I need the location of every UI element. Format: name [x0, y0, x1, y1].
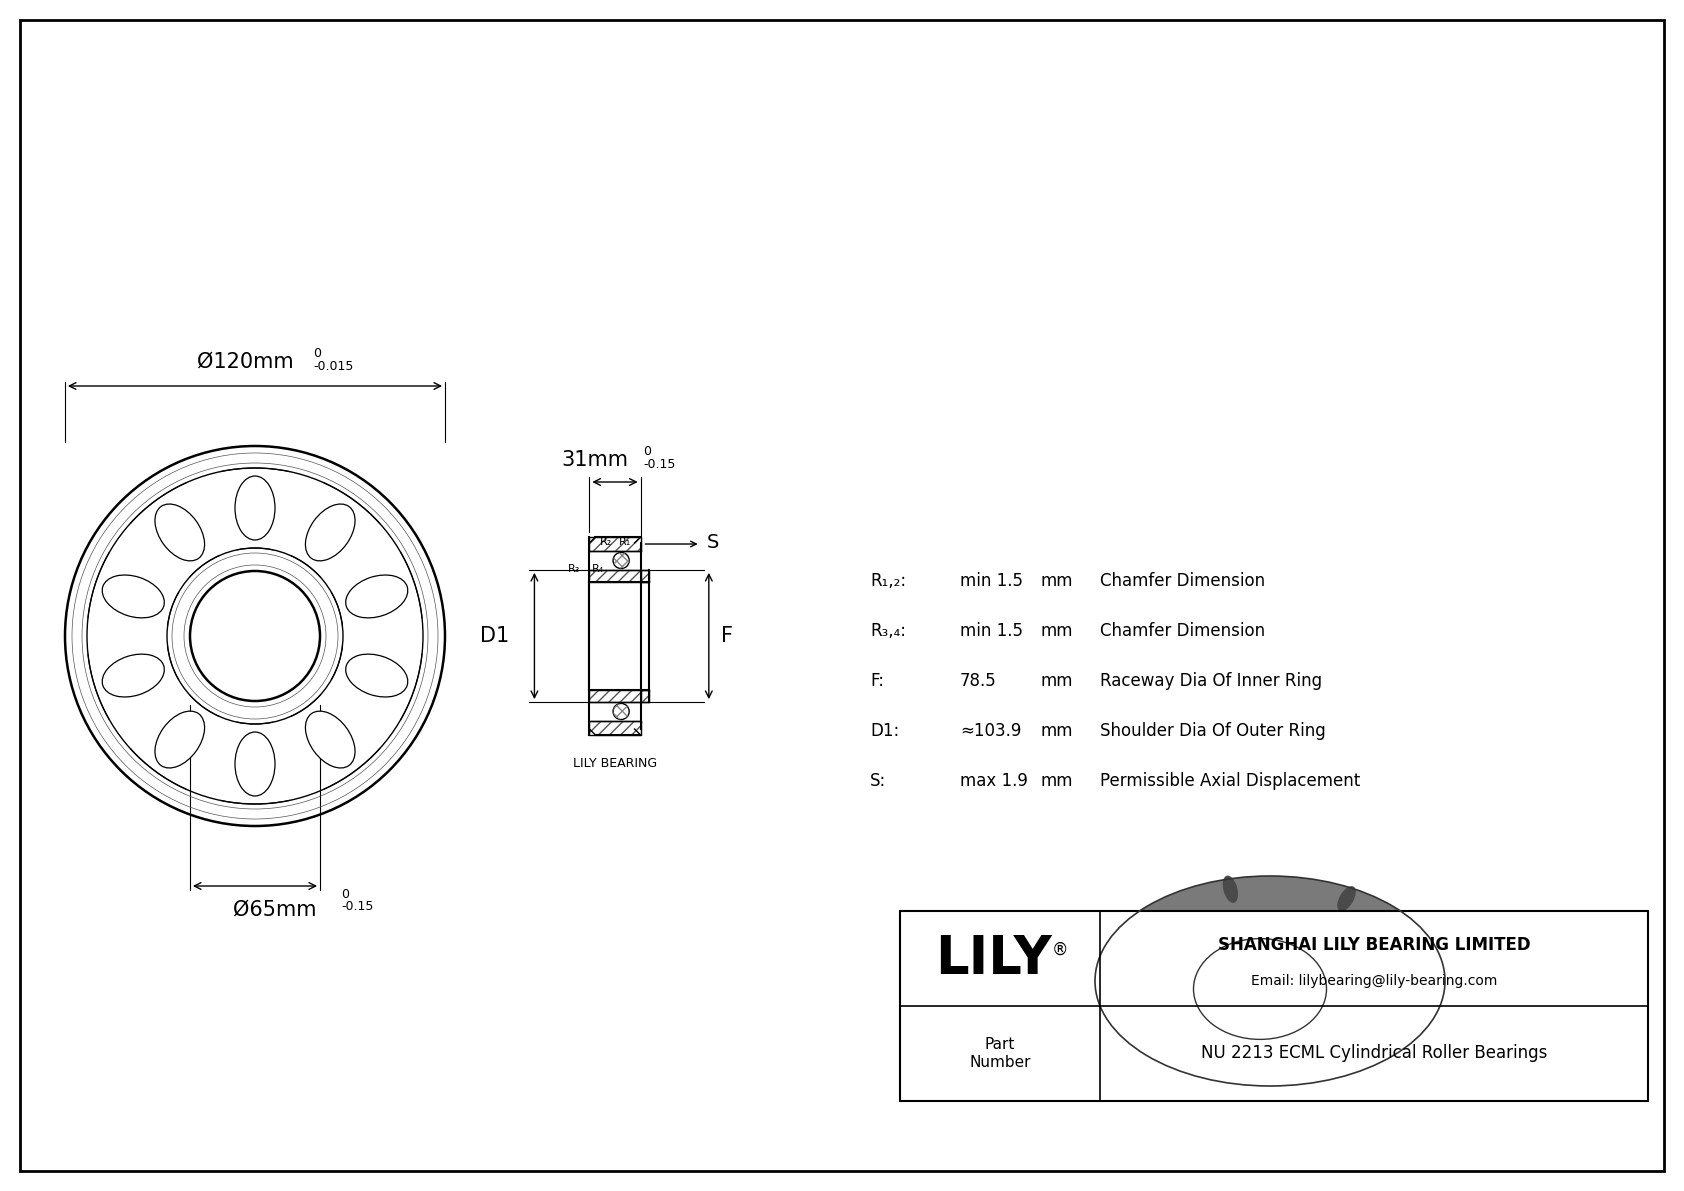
Ellipse shape — [236, 476, 274, 540]
Circle shape — [613, 704, 630, 719]
Bar — [589, 721, 640, 735]
Ellipse shape — [1125, 924, 1150, 943]
Text: ®: ® — [1052, 941, 1069, 959]
Ellipse shape — [305, 504, 355, 561]
Circle shape — [613, 553, 630, 568]
Ellipse shape — [345, 575, 408, 618]
Text: F:: F: — [871, 672, 884, 690]
Text: S: S — [707, 532, 719, 551]
Ellipse shape — [103, 575, 165, 618]
Bar — [640, 690, 648, 701]
Text: Shoulder Dia Of Outer Ring: Shoulder Dia Of Outer Ring — [1100, 722, 1325, 740]
Bar — [589, 537, 640, 551]
Ellipse shape — [1095, 877, 1445, 1086]
Text: Email: lilybearing@lily-bearing.com: Email: lilybearing@lily-bearing.com — [1251, 974, 1497, 989]
Text: 78.5: 78.5 — [960, 672, 997, 690]
Text: F: F — [721, 626, 733, 646]
Text: LILY BEARING: LILY BEARING — [573, 757, 657, 771]
Text: mm: mm — [1041, 572, 1073, 590]
Text: mm: mm — [1041, 672, 1073, 690]
Text: D1: D1 — [480, 626, 509, 646]
Text: Raceway Dia Of Inner Ring: Raceway Dia Of Inner Ring — [1100, 672, 1322, 690]
Ellipse shape — [1108, 998, 1135, 1014]
Ellipse shape — [305, 711, 355, 768]
Ellipse shape — [103, 654, 165, 697]
Text: R₁: R₁ — [618, 537, 632, 547]
Text: 31mm: 31mm — [561, 450, 628, 470]
Text: D1:: D1: — [871, 722, 899, 740]
Text: Chamfer Dimension: Chamfer Dimension — [1100, 572, 1265, 590]
Bar — [640, 570, 648, 582]
Ellipse shape — [1302, 1059, 1317, 1086]
Text: 0: 0 — [643, 445, 652, 459]
Text: SHANGHAI LILY BEARING LIMITED: SHANGHAI LILY BEARING LIMITED — [1218, 936, 1531, 954]
Text: NU 2213 ECML Cylindrical Roller Bearings: NU 2213 ECML Cylindrical Roller Bearings — [1201, 1045, 1548, 1062]
Bar — [589, 537, 640, 551]
Text: min 1.5: min 1.5 — [960, 622, 1022, 640]
Text: R₄: R₄ — [591, 565, 603, 574]
Text: mm: mm — [1041, 772, 1073, 790]
Text: min 1.5: min 1.5 — [960, 572, 1022, 590]
Text: R₁,₂:: R₁,₂: — [871, 572, 906, 590]
Ellipse shape — [1404, 949, 1431, 964]
Ellipse shape — [1337, 886, 1356, 911]
Bar — [640, 570, 648, 582]
Ellipse shape — [1389, 1019, 1415, 1037]
Text: Permissible Axial Displacement: Permissible Axial Displacement — [1100, 772, 1361, 790]
Ellipse shape — [345, 654, 408, 697]
Ellipse shape — [1194, 939, 1327, 1040]
Text: ≈103.9: ≈103.9 — [960, 722, 1022, 740]
Text: 0: 0 — [340, 888, 349, 902]
Ellipse shape — [1123, 980, 1367, 1037]
Text: Part
Number: Part Number — [970, 1037, 1031, 1070]
Ellipse shape — [155, 711, 204, 768]
Ellipse shape — [1184, 1050, 1202, 1075]
Text: LILY: LILY — [936, 933, 1052, 985]
Ellipse shape — [236, 732, 274, 796]
Text: R₂: R₂ — [600, 537, 611, 547]
Ellipse shape — [1186, 933, 1394, 980]
Bar — [589, 690, 640, 701]
Text: R₃: R₃ — [568, 565, 579, 574]
Bar — [589, 690, 640, 701]
Ellipse shape — [1223, 875, 1238, 903]
Bar — [899, 911, 1649, 1100]
Text: mm: mm — [1041, 722, 1073, 740]
Bar — [640, 690, 648, 701]
Text: R₃,₄:: R₃,₄: — [871, 622, 906, 640]
Text: mm: mm — [1041, 622, 1073, 640]
Text: S:: S: — [871, 772, 886, 790]
Text: -0.15: -0.15 — [340, 900, 374, 913]
Ellipse shape — [155, 504, 204, 561]
Bar — [589, 721, 640, 735]
Text: 0: 0 — [313, 347, 322, 360]
Text: Ø120mm: Ø120mm — [197, 353, 293, 372]
Bar — [589, 570, 640, 582]
Text: -0.15: -0.15 — [643, 459, 675, 470]
Text: max 1.9: max 1.9 — [960, 772, 1027, 790]
Text: Ø65mm: Ø65mm — [234, 900, 317, 919]
Text: Chamfer Dimension: Chamfer Dimension — [1100, 622, 1265, 640]
Bar — [589, 570, 640, 582]
Text: -0.015: -0.015 — [313, 360, 354, 373]
